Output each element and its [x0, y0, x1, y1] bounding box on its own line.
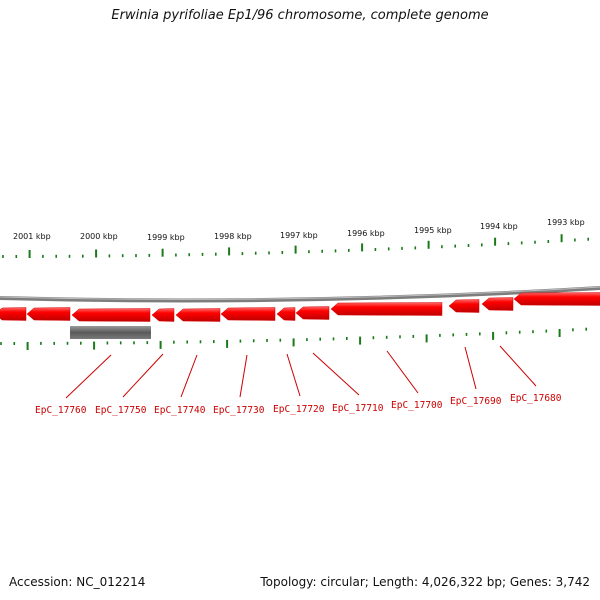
- gene-label-leader: [312, 352, 360, 396]
- gene-arrow: [448, 299, 480, 313]
- scale-label: 1993 kbp: [547, 218, 585, 227]
- gene-label: EpC_17740: [154, 405, 206, 416]
- gene-label-leader: [499, 345, 537, 387]
- scale-label: 2000 kbp: [80, 232, 118, 241]
- gene-arrow: [276, 307, 296, 321]
- gene-label-leader: [386, 350, 419, 394]
- inner-scale-ticks: [0, 327, 588, 350]
- scale-label: 1996 kbp: [347, 229, 385, 238]
- gene-label-leader: [464, 346, 477, 390]
- scale-label: 1997 kbp: [280, 231, 318, 240]
- gene-arrow: [175, 308, 221, 322]
- gene-arrow: [330, 302, 443, 316]
- gene-label-leader: [65, 354, 112, 399]
- gene-label-leader: [180, 354, 198, 398]
- scale-label: 1999 kbp: [147, 233, 185, 242]
- gene-label: EpC_17710: [332, 403, 384, 414]
- gene-label: EpC_17750: [95, 405, 147, 416]
- genome-summary-text: Topology: circular; Length: 4,026,322 bp…: [260, 575, 590, 589]
- gene-arrow: [513, 292, 600, 306]
- gene-label: EpC_17700: [391, 400, 443, 411]
- gene-arrow: [0, 307, 27, 321]
- gene-label: EpC_17760: [35, 405, 87, 416]
- accession-text: Accession: NC_012214: [9, 575, 146, 589]
- gene-label-leaders: [65, 345, 537, 399]
- gene-label-leader: [239, 354, 248, 398]
- scale-label: 1994 kbp: [480, 222, 518, 231]
- gene-arrow: [220, 307, 276, 321]
- gene-label: EpC_17720: [273, 404, 325, 415]
- gene-arrow: [295, 306, 330, 320]
- gene-label: EpC_17690: [450, 396, 502, 407]
- scale-label: 1998 kbp: [214, 232, 252, 241]
- gene-arrow: [71, 308, 151, 322]
- gene-arrow: [151, 308, 175, 322]
- scale-label: 2001 kbp: [13, 232, 51, 241]
- gene-label: EpC_17730: [213, 405, 265, 416]
- scale-label: 1995 kbp: [414, 226, 452, 235]
- genome-title: Erwinia pyrifoliae Ep1/96 chromosome, co…: [111, 8, 489, 23]
- gene-arrows: [0, 292, 600, 322]
- gene-arrow: [481, 297, 514, 311]
- gene-label-leader: [286, 353, 301, 397]
- outer-scale-labels: 2001 kbp 2000 kbp 1999 kbp 1998 kbp 1997 kbp…: [13, 218, 585, 242]
- outer-scale-ticks: [2, 234, 590, 258]
- gene-label: EpC_17680: [510, 393, 562, 404]
- grey-feature-bar: [70, 326, 151, 339]
- genome-backbone-highlight: [0, 286, 600, 300]
- genome-backbone: [0, 286, 600, 303]
- gene-arrow: [26, 307, 71, 321]
- gene-labels: EpC_17760 EpC_17750 EpC_17740 EpC_17730 EpC_…: [35, 393, 562, 416]
- gene-label-leader: [122, 353, 164, 398]
